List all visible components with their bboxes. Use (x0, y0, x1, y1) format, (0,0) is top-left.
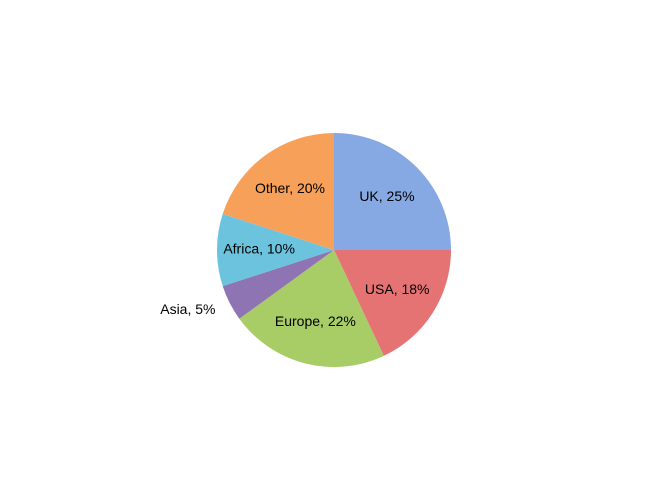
pie-slice (334, 133, 451, 250)
data-label: USA, 18% (365, 281, 430, 297)
data-label: Asia, 5% (160, 301, 215, 317)
pie-slice (334, 250, 451, 356)
data-label: Europe, 22% (275, 313, 356, 329)
data-label: Other, 20% (255, 180, 325, 196)
pie-slice (222, 133, 334, 250)
data-label: UK, 25% (359, 188, 414, 204)
pie-slice (222, 250, 334, 319)
pie-slice (217, 213, 334, 287)
pie-slice (239, 250, 384, 368)
data-label: Africa, 10% (223, 241, 295, 257)
